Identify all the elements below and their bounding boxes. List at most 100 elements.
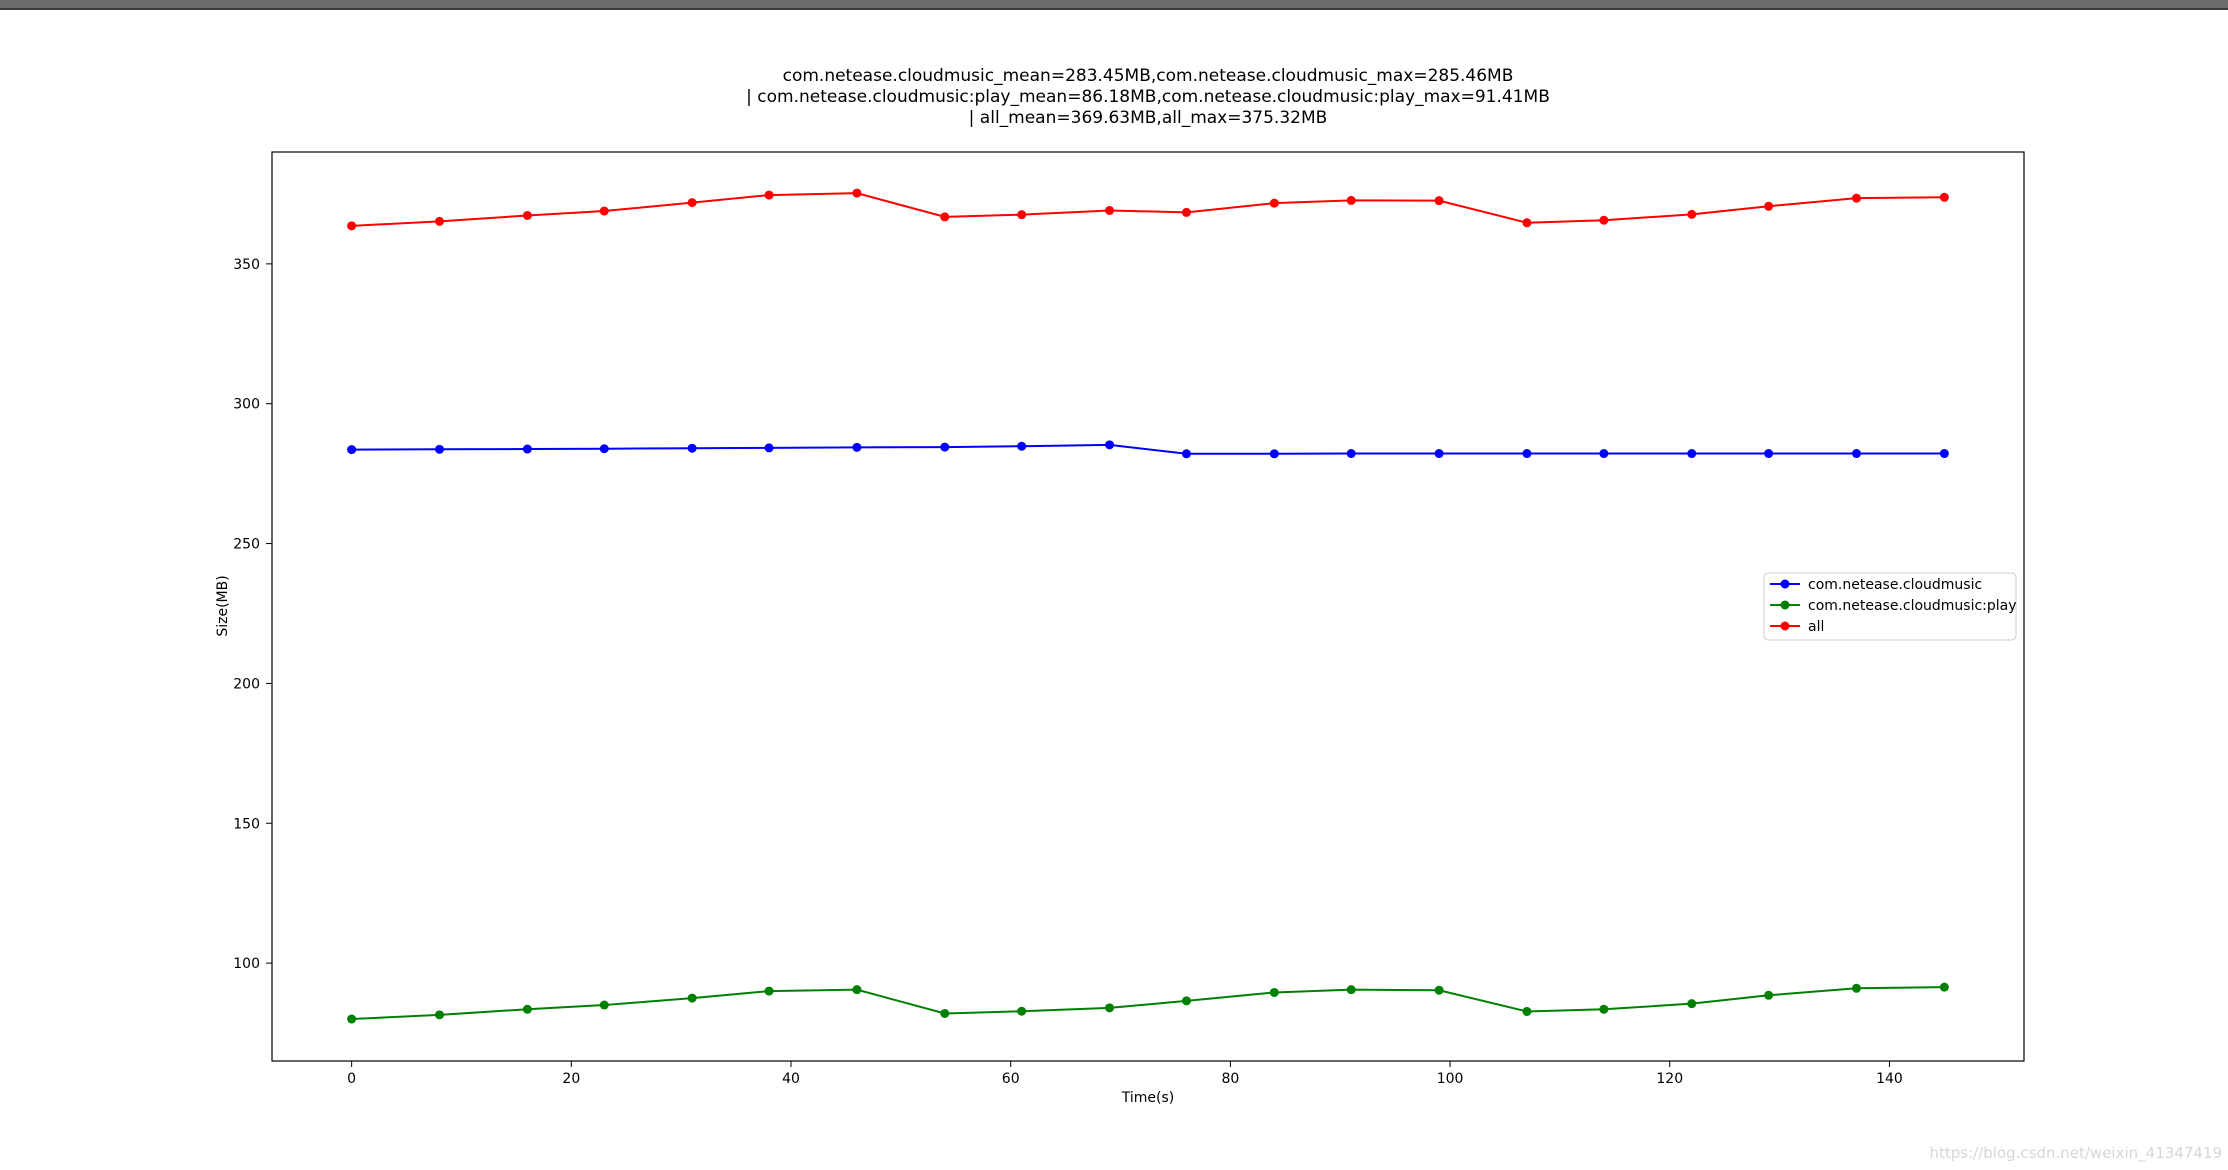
chart-title-line-2: | com.netease.cloudmusic:play_mean=86.18… (746, 87, 1550, 107)
data-point (1434, 449, 1444, 459)
series-com-netease-cloudmusic (347, 440, 1949, 459)
data-point (1346, 195, 1356, 205)
series-line-com-netease-cloudmusic-play (351, 986, 1945, 1021)
data-point (1522, 449, 1532, 459)
chart-title-line-3: | all_mean=369.63MB,all_max=375.32MB (969, 108, 1328, 128)
data-point (1181, 996, 1191, 1006)
data-point (1687, 209, 1697, 219)
data-point (1105, 440, 1115, 450)
data-point (1017, 441, 1027, 451)
legend-frame (1763, 572, 2017, 641)
x-tick-label: 20 (562, 1071, 580, 1087)
data-point (852, 188, 862, 198)
data-point (1522, 218, 1532, 228)
data-point (1851, 983, 1861, 993)
data-point (1939, 982, 1949, 992)
x-tick-label: 40 (782, 1071, 800, 1087)
data-point (1105, 1003, 1115, 1013)
y-tick-label: 250 (233, 537, 260, 553)
data-point (1687, 999, 1697, 1009)
data-point (1522, 1006, 1532, 1016)
data-point (1346, 985, 1356, 995)
y-axis: 100 150 200 250 300 350 (233, 257, 272, 972)
data-point (435, 216, 445, 226)
plot-area (271, 151, 2025, 1062)
x-tick-label: 120 (1656, 1071, 1683, 1087)
x-tick-label: 100 (1437, 1071, 1464, 1087)
data-point (1599, 449, 1609, 459)
data-point (1939, 449, 1949, 459)
legend-label-com-netease-cloudmusic-play: com.netease.cloudmusic:play (1808, 598, 2017, 614)
data-point (687, 198, 697, 208)
watermark-text: https://blog.csdn.net/weixin_41347419 (1929, 1144, 2222, 1162)
legend-label-all: all (1808, 619, 1824, 635)
data-point (1764, 201, 1774, 211)
x-axis-label: Time(s) (1121, 1090, 1174, 1106)
data-point (1181, 207, 1191, 217)
data-point (1851, 449, 1861, 459)
x-tick-label: 0 (347, 1071, 356, 1087)
data-point (1764, 449, 1774, 459)
data-point (940, 1008, 950, 1018)
data-point (1269, 987, 1279, 997)
chart-title-line-1: com.netease.cloudmusic_mean=283.45MB,com… (783, 66, 1514, 86)
data-point (940, 442, 950, 452)
data-point (599, 444, 609, 454)
data-point (522, 1004, 532, 1014)
y-tick-label: 100 (233, 956, 260, 972)
data-point (1017, 1006, 1027, 1016)
data-point (1434, 196, 1444, 206)
data-point (1105, 205, 1115, 215)
data-point (1434, 985, 1444, 995)
data-point (687, 443, 697, 453)
x-tick-label: 80 (1221, 1071, 1239, 1087)
data-point (522, 444, 532, 454)
data-point (1851, 193, 1861, 203)
data-point (852, 442, 862, 452)
y-tick-label: 200 (233, 676, 260, 692)
data-point (1346, 449, 1356, 459)
data-point (522, 210, 532, 220)
data-point (852, 985, 862, 995)
data-point (347, 221, 357, 231)
x-tick-label: 60 (1002, 1071, 1020, 1087)
data-point (435, 1010, 445, 1020)
data-point (764, 986, 774, 996)
data-point (1017, 210, 1027, 220)
data-point (1764, 990, 1774, 1000)
series-line-com-netease-cloudmusic (351, 443, 1945, 455)
data-point (1687, 449, 1697, 459)
data-point (599, 1000, 609, 1010)
data-point (1269, 449, 1279, 459)
window-top-bar (0, 0, 2228, 10)
data-point (764, 190, 774, 200)
data-point (599, 206, 609, 216)
data-point (940, 212, 950, 222)
data-point (764, 443, 774, 453)
y-tick-label: 350 (233, 257, 260, 273)
data-point (1599, 1004, 1609, 1014)
x-axis: 0 20 40 60 80 100 120 140 (347, 1061, 1903, 1087)
x-tick-label: 140 (1876, 1071, 1903, 1087)
legend: com.netease.cloudmusic com.netease.cloudm… (1763, 572, 2017, 641)
series-layer (347, 188, 1949, 1024)
y-axis-label: Size(MB) (215, 575, 231, 636)
series-com-netease-cloudmusic-play (347, 982, 1949, 1024)
series-line-all (351, 192, 1945, 227)
y-tick-label: 300 (233, 397, 260, 413)
legend-marker-com-netease-cloudmusic (1780, 579, 1790, 589)
series-all (347, 188, 1949, 231)
data-point (435, 444, 445, 454)
data-point (687, 993, 697, 1003)
legend-marker-com-netease-cloudmusic-play (1780, 600, 1790, 610)
data-point (1269, 198, 1279, 208)
data-point (1939, 192, 1949, 202)
legend-label-com-netease-cloudmusic: com.netease.cloudmusic (1808, 577, 1982, 593)
chart-title: com.netease.cloudmusic_mean=283.45MB,com… (746, 66, 1550, 128)
data-point (347, 1014, 357, 1024)
data-point (1599, 215, 1609, 225)
y-tick-label: 150 (233, 816, 260, 832)
data-point (347, 445, 357, 455)
data-point (1181, 449, 1191, 459)
